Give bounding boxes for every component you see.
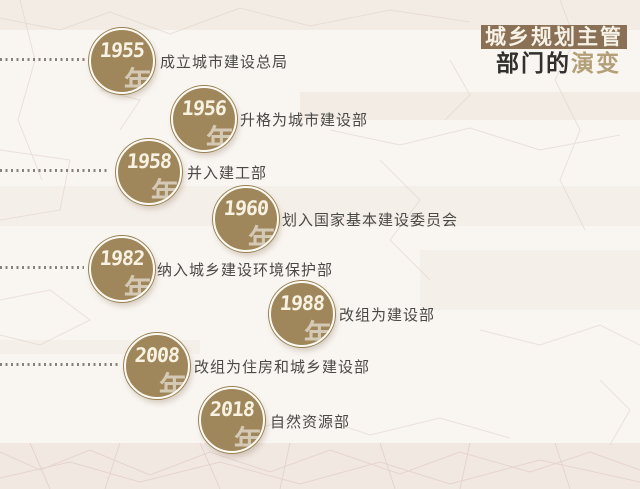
year-badge-2008: 2008 年 [124,333,190,399]
dotted-connector [0,169,110,172]
title-line1: 城乡规划主管 [481,25,627,49]
badge-year-suffix: 年 [158,370,187,399]
title-line2-accent: 演变 [571,51,621,76]
timeline-label: 改组为建设部 [339,307,436,324]
badge-year: 1960 [222,196,270,220]
badge-year: 1955 [98,38,146,62]
badge-year: 2008 [133,343,181,367]
badge-year: 1956 [180,96,228,120]
badge-year-suffix: 年 [123,273,152,302]
badge-year-suffix: 年 [150,176,179,205]
timeline-label: 纳入城乡建设环境保护部 [157,262,334,279]
dotted-connector [0,58,85,61]
timeline-label: 改组为住房和城乡建设部 [194,359,371,376]
year-badge-1960: 1960 年 [213,186,279,252]
year-badge-1958: 1958 年 [116,139,182,205]
dotted-connector [0,266,84,269]
timeline-label: 升格为城市建设部 [240,112,369,129]
badge-year: 1958 [125,149,173,173]
badge-year-suffix: 年 [233,424,262,453]
badge-year-suffix: 年 [205,123,234,152]
dotted-connector [0,363,118,366]
badge-year: 1988 [278,291,326,315]
page-title: 城乡规划主管 部门的演变 [481,25,627,77]
badge-year: 1982 [98,246,146,270]
badge-year: 2018 [208,397,256,421]
badge-year-suffix: 年 [303,318,332,347]
title-line2: 部门的演变 [481,51,627,77]
timeline-label: 划入国家基本建设委员会 [282,212,459,229]
badge-year-suffix: 年 [247,223,276,252]
year-badge-2018: 2018 年 [199,387,265,453]
year-badge-1956: 1956 年 [171,86,237,152]
year-badge-1955: 1955 年 [89,28,155,94]
timeline-label: 成立城市建设总局 [160,54,289,71]
year-badge-1988: 1988 年 [269,281,335,347]
year-badge-1982: 1982 年 [89,236,155,302]
badge-year-suffix: 年 [123,65,152,94]
timeline-label: 并入建工部 [187,165,268,182]
title-line2-dark: 部门的 [496,51,571,76]
timeline-label: 自然资源部 [270,414,351,431]
